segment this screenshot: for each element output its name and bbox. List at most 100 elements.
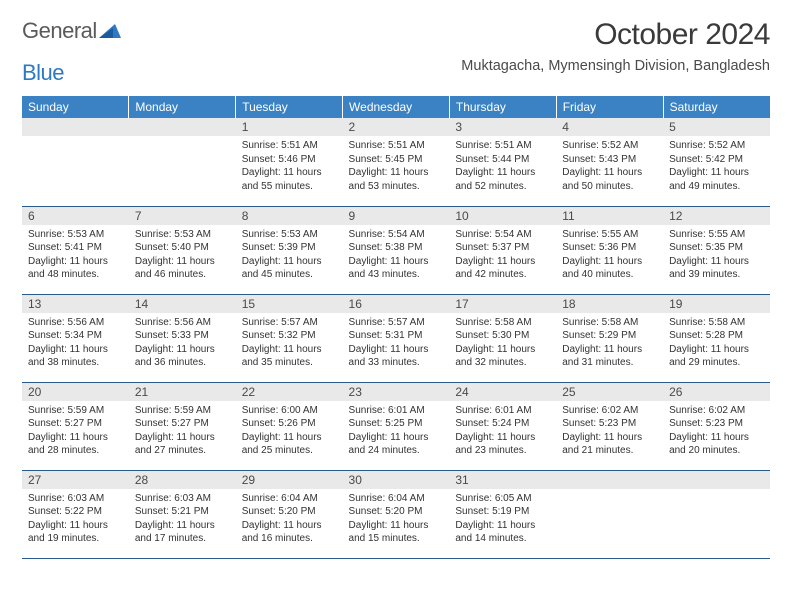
- day-details: Sunrise: 5:53 AMSunset: 5:40 PMDaylight:…: [129, 225, 236, 286]
- detail-line-daylight1: Daylight: 11 hours: [242, 519, 337, 533]
- detail-line-daylight2: and 39 minutes.: [669, 268, 764, 282]
- detail-line-sunrise: Sunrise: 5:57 AM: [349, 316, 444, 330]
- day-details: Sunrise: 5:51 AMSunset: 5:46 PMDaylight:…: [236, 136, 343, 197]
- calendar-cell: 5Sunrise: 5:52 AMSunset: 5:42 PMDaylight…: [663, 118, 770, 206]
- detail-line-daylight2: and 27 minutes.: [135, 444, 230, 458]
- day-details: Sunrise: 5:58 AMSunset: 5:29 PMDaylight:…: [556, 313, 663, 374]
- detail-line-sunset: Sunset: 5:35 PM: [669, 241, 764, 255]
- day-details: Sunrise: 5:55 AMSunset: 5:36 PMDaylight:…: [556, 225, 663, 286]
- day-number: 31: [449, 471, 556, 489]
- detail-line-sunrise: Sunrise: 5:54 AM: [455, 228, 550, 242]
- detail-line-daylight1: Daylight: 11 hours: [562, 255, 657, 269]
- detail-line-daylight1: Daylight: 11 hours: [669, 343, 764, 357]
- day-details: Sunrise: 5:53 AMSunset: 5:39 PMDaylight:…: [236, 225, 343, 286]
- calendar-cell: 31Sunrise: 6:05 AMSunset: 5:19 PMDayligh…: [449, 470, 556, 558]
- detail-line-sunset: Sunset: 5:34 PM: [28, 329, 123, 343]
- detail-line-daylight1: Daylight: 11 hours: [455, 343, 550, 357]
- day-number: 23: [343, 383, 450, 401]
- day-number: 3: [449, 118, 556, 136]
- detail-line-daylight2: and 38 minutes.: [28, 356, 123, 370]
- day-details: Sunrise: 5:59 AMSunset: 5:27 PMDaylight:…: [22, 401, 129, 462]
- calendar-cell: 4Sunrise: 5:52 AMSunset: 5:43 PMDaylight…: [556, 118, 663, 206]
- detail-line-daylight2: and 55 minutes.: [242, 180, 337, 194]
- detail-line-daylight2: and 35 minutes.: [242, 356, 337, 370]
- detail-line-sunset: Sunset: 5:32 PM: [242, 329, 337, 343]
- weekday-header: Wednesday: [343, 96, 450, 118]
- detail-line-sunrise: Sunrise: 5:53 AM: [135, 228, 230, 242]
- detail-line-sunrise: Sunrise: 5:52 AM: [562, 139, 657, 153]
- day-number: 20: [22, 383, 129, 401]
- day-details: Sunrise: 5:52 AMSunset: 5:43 PMDaylight:…: [556, 136, 663, 197]
- day-details: Sunrise: 5:54 AMSunset: 5:38 PMDaylight:…: [343, 225, 450, 286]
- detail-line-sunset: Sunset: 5:37 PM: [455, 241, 550, 255]
- calendar-cell: 29Sunrise: 6:04 AMSunset: 5:20 PMDayligh…: [236, 470, 343, 558]
- detail-line-daylight1: Daylight: 11 hours: [28, 519, 123, 533]
- calendar-cell: 6Sunrise: 5:53 AMSunset: 5:41 PMDaylight…: [22, 206, 129, 294]
- detail-line-sunrise: Sunrise: 5:56 AM: [28, 316, 123, 330]
- detail-line-sunset: Sunset: 5:39 PM: [242, 241, 337, 255]
- day-details: Sunrise: 6:02 AMSunset: 5:23 PMDaylight:…: [556, 401, 663, 462]
- detail-line-daylight1: Daylight: 11 hours: [455, 519, 550, 533]
- detail-line-daylight2: and 16 minutes.: [242, 532, 337, 546]
- weekday-header: Saturday: [663, 96, 770, 118]
- location-subtitle: Muktagacha, Mymensingh Division, Banglad…: [461, 58, 770, 74]
- calendar-body: 1Sunrise: 5:51 AMSunset: 5:46 PMDaylight…: [22, 118, 770, 558]
- detail-line-daylight1: Daylight: 11 hours: [242, 343, 337, 357]
- day-number: 6: [22, 207, 129, 225]
- detail-line-sunrise: Sunrise: 6:04 AM: [242, 492, 337, 506]
- day-details: Sunrise: 6:00 AMSunset: 5:26 PMDaylight:…: [236, 401, 343, 462]
- calendar-cell: 19Sunrise: 5:58 AMSunset: 5:28 PMDayligh…: [663, 294, 770, 382]
- day-details: Sunrise: 6:04 AMSunset: 5:20 PMDaylight:…: [236, 489, 343, 550]
- day-details: Sunrise: 5:51 AMSunset: 5:44 PMDaylight:…: [449, 136, 556, 197]
- detail-line-sunrise: Sunrise: 5:53 AM: [242, 228, 337, 242]
- detail-line-sunset: Sunset: 5:33 PM: [135, 329, 230, 343]
- detail-line-sunset: Sunset: 5:19 PM: [455, 505, 550, 519]
- day-number: 11: [556, 207, 663, 225]
- day-number: 14: [129, 295, 236, 313]
- day-details: Sunrise: 5:59 AMSunset: 5:27 PMDaylight:…: [129, 401, 236, 462]
- detail-line-sunrise: Sunrise: 6:02 AM: [562, 404, 657, 418]
- day-number: 29: [236, 471, 343, 489]
- detail-line-daylight2: and 20 minutes.: [669, 444, 764, 458]
- calendar-cell: [556, 470, 663, 558]
- calendar-cell: 11Sunrise: 5:55 AMSunset: 5:36 PMDayligh…: [556, 206, 663, 294]
- day-details: Sunrise: 6:03 AMSunset: 5:22 PMDaylight:…: [22, 489, 129, 550]
- calendar-cell: [129, 118, 236, 206]
- detail-line-daylight1: Daylight: 11 hours: [349, 431, 444, 445]
- weekday-header: Friday: [556, 96, 663, 118]
- day-number: 12: [663, 207, 770, 225]
- detail-line-sunset: Sunset: 5:21 PM: [135, 505, 230, 519]
- detail-line-daylight2: and 53 minutes.: [349, 180, 444, 194]
- detail-line-sunrise: Sunrise: 6:05 AM: [455, 492, 550, 506]
- detail-line-daylight2: and 21 minutes.: [562, 444, 657, 458]
- day-number: 17: [449, 295, 556, 313]
- calendar-cell: [22, 118, 129, 206]
- weekday-header: Monday: [129, 96, 236, 118]
- detail-line-daylight2: and 14 minutes.: [455, 532, 550, 546]
- detail-line-sunrise: Sunrise: 6:04 AM: [349, 492, 444, 506]
- empty-daynum: [129, 118, 236, 136]
- day-details: Sunrise: 6:03 AMSunset: 5:21 PMDaylight:…: [129, 489, 236, 550]
- day-details: Sunrise: 6:05 AMSunset: 5:19 PMDaylight:…: [449, 489, 556, 550]
- calendar-week-row: 27Sunrise: 6:03 AMSunset: 5:22 PMDayligh…: [22, 470, 770, 558]
- detail-line-daylight2: and 36 minutes.: [135, 356, 230, 370]
- weekday-header: Tuesday: [236, 96, 343, 118]
- detail-line-daylight1: Daylight: 11 hours: [455, 166, 550, 180]
- detail-line-sunset: Sunset: 5:43 PM: [562, 153, 657, 167]
- calendar-cell: 12Sunrise: 5:55 AMSunset: 5:35 PMDayligh…: [663, 206, 770, 294]
- day-details: Sunrise: 5:56 AMSunset: 5:34 PMDaylight:…: [22, 313, 129, 374]
- detail-line-daylight1: Daylight: 11 hours: [242, 166, 337, 180]
- day-number: 21: [129, 383, 236, 401]
- detail-line-sunrise: Sunrise: 6:03 AM: [28, 492, 123, 506]
- detail-line-sunset: Sunset: 5:28 PM: [669, 329, 764, 343]
- detail-line-daylight1: Daylight: 11 hours: [562, 431, 657, 445]
- calendar-cell: 16Sunrise: 5:57 AMSunset: 5:31 PMDayligh…: [343, 294, 450, 382]
- detail-line-daylight2: and 46 minutes.: [135, 268, 230, 282]
- detail-line-sunset: Sunset: 5:42 PM: [669, 153, 764, 167]
- detail-line-sunset: Sunset: 5:27 PM: [28, 417, 123, 431]
- day-details: Sunrise: 6:01 AMSunset: 5:24 PMDaylight:…: [449, 401, 556, 462]
- calendar-cell: 10Sunrise: 5:54 AMSunset: 5:37 PMDayligh…: [449, 206, 556, 294]
- day-number: 9: [343, 207, 450, 225]
- detail-line-sunset: Sunset: 5:23 PM: [669, 417, 764, 431]
- detail-line-sunrise: Sunrise: 5:58 AM: [669, 316, 764, 330]
